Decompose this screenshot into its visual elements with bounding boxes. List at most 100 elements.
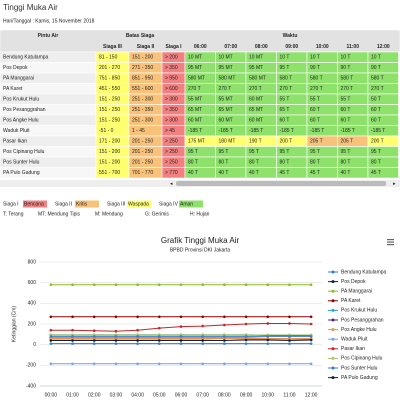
point <box>49 342 53 345</box>
reading: 80 T <box>341 160 351 166</box>
point <box>158 362 161 366</box>
gate-name: Pos Pesanggrahan <box>3 107 46 113</box>
gate-name: PA Pulo Gadung <box>3 170 40 176</box>
scroll-left[interactable]: ◂ <box>170 181 173 187</box>
reading: -185 T <box>219 128 233 134</box>
legend-desc: Waspada <box>128 201 149 207</box>
legend-label: Pasar Ikan <box>341 346 365 352</box>
point <box>136 315 139 319</box>
reading: 580 T <box>280 76 293 82</box>
chart-subtitle: BPBD Provinsi DKI Jakarta <box>170 247 231 253</box>
reading: 80 T <box>249 160 259 166</box>
point <box>114 335 118 338</box>
x-tick-label: 08:00 <box>218 392 231 398</box>
weather-code: T: Terang <box>3 211 24 217</box>
reading: 10 MT <box>249 55 263 61</box>
point <box>49 283 53 287</box>
reading: 55 T <box>341 97 351 103</box>
reading: -185 T <box>188 128 202 134</box>
legend-level: Siaga IV <box>159 201 179 207</box>
limit: 551 - 600 <box>132 86 153 92</box>
reading: 55 MT <box>219 97 233 103</box>
reading: 60 T <box>371 118 381 124</box>
reading: 65 T <box>280 107 290 113</box>
limit: 151 - 200 <box>132 55 153 61</box>
reading: 10 T <box>371 55 381 61</box>
limit: 151 - 250 <box>99 118 120 124</box>
reading: 95 T <box>249 149 259 155</box>
legend-label: PA Pulo Gadung <box>341 375 378 381</box>
point <box>92 342 96 345</box>
point <box>49 362 53 366</box>
chart-menu[interactable] <box>387 239 394 246</box>
point <box>158 342 161 345</box>
point <box>288 335 291 338</box>
weather-code: G: Gerimis <box>145 211 169 217</box>
legend-label: PA Manggarai <box>341 289 372 295</box>
legend-desc: Aman <box>180 201 193 207</box>
reading: 60 MT <box>249 118 263 124</box>
point <box>223 362 226 366</box>
gate-name: Pos Angke Hulu <box>3 118 39 124</box>
reading: 95 T <box>280 65 290 71</box>
point <box>179 362 183 366</box>
reading: 65 MT <box>249 107 263 113</box>
y-tick-label: 400 <box>28 301 37 307</box>
limit: 201 - 250 <box>132 160 153 166</box>
x-tick-label: 12:00 <box>305 392 318 398</box>
point <box>71 342 74 345</box>
legend-level: Siaga I <box>3 201 19 207</box>
header-level: Siaga I <box>165 44 182 50</box>
point <box>92 337 96 340</box>
reading: 10 T <box>341 55 351 61</box>
reading: 80 T <box>371 160 381 166</box>
point <box>92 339 96 342</box>
limit: 151 - 200 <box>99 149 120 155</box>
reading: 200 T <box>371 139 384 145</box>
limit: 81 - 150 <box>99 55 118 61</box>
legend-level: Siaga III <box>107 201 125 207</box>
point <box>179 337 183 340</box>
point <box>201 342 204 345</box>
reading: 270 T <box>219 86 232 92</box>
header-hour: 07:00 <box>224 44 237 50</box>
y-tick-label: -400 <box>26 383 36 389</box>
scroll-right[interactable]: ▸ <box>393 181 396 187</box>
point <box>244 283 248 287</box>
legend-marker <box>331 289 335 293</box>
limit: > 600 <box>165 86 178 92</box>
legend-swatch <box>23 200 47 208</box>
legend-marker <box>331 366 335 370</box>
reading: 270 T <box>188 86 201 92</box>
point <box>158 315 161 319</box>
reading: -185 T <box>310 128 324 134</box>
point <box>179 342 183 345</box>
reading: 80 T <box>310 160 320 166</box>
limit: > 250 <box>165 160 178 166</box>
limit: 171 - 200 <box>99 139 120 145</box>
legend-swatch <box>127 200 151 208</box>
reading: 200 T <box>280 139 293 145</box>
legend-marker <box>331 318 335 322</box>
point <box>71 362 74 366</box>
point <box>92 283 96 287</box>
legend-marker <box>331 328 335 332</box>
point <box>201 324 204 328</box>
reading: 180 MT <box>219 139 236 145</box>
reading: 10 MT <box>219 55 233 61</box>
point <box>158 283 161 287</box>
point <box>136 339 139 342</box>
scrollbar-thumb[interactable] <box>176 181 386 186</box>
point <box>158 326 161 330</box>
point <box>288 337 291 340</box>
limit: > 770 <box>165 170 178 176</box>
reading: 10 T <box>310 55 320 61</box>
gate-name: PA Manggarai <box>3 76 34 82</box>
point <box>201 283 204 287</box>
point <box>71 315 74 319</box>
gate-name: Pos Sunter Hulu <box>3 160 40 166</box>
reading: 60 T <box>341 118 351 124</box>
weather-code: M: Mendung <box>95 211 123 217</box>
limit: 701 - 770 <box>132 170 153 176</box>
